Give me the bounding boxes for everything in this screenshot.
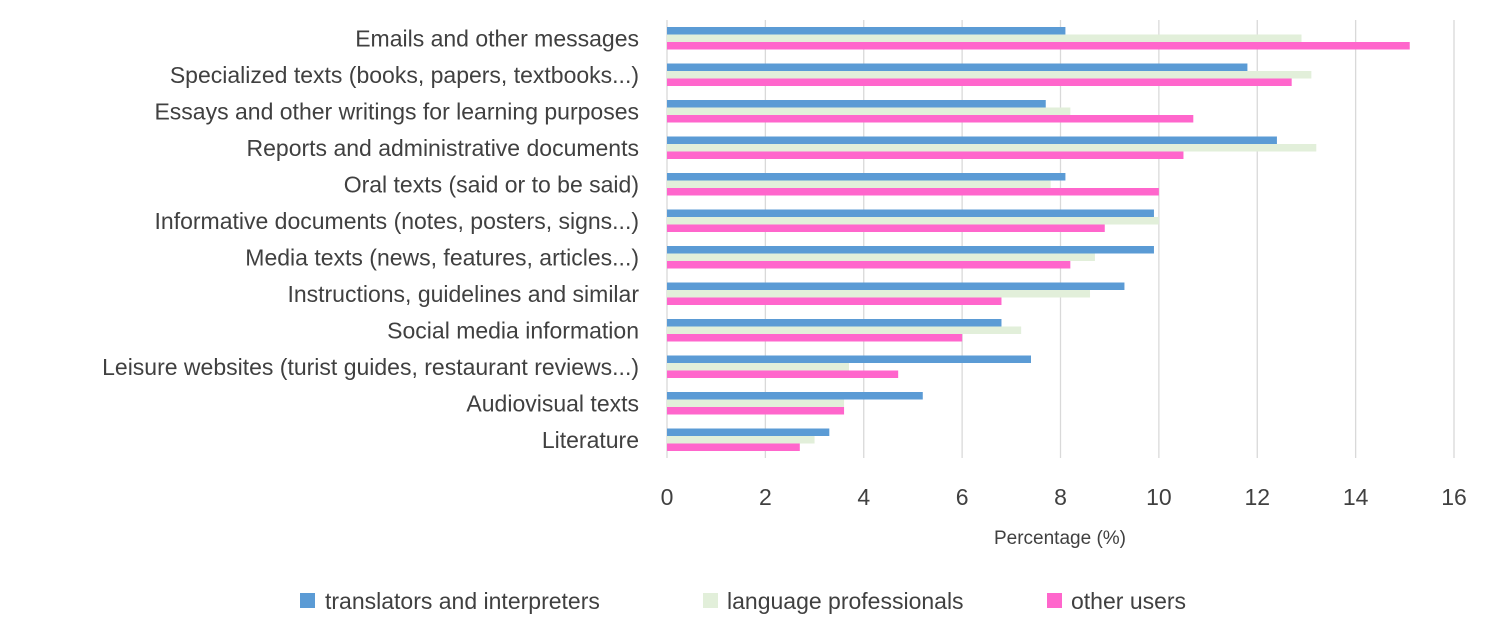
category-label: Literature (542, 427, 639, 453)
category-label: Leisure websites (turist guides, restaur… (102, 354, 639, 380)
bar (667, 71, 1312, 79)
category-label: Instructions, guidelines and similar (287, 281, 639, 307)
x-tick-label: 2 (759, 484, 772, 510)
bars (667, 27, 1410, 451)
bar (667, 136, 1277, 144)
x-tick-label: 14 (1343, 484, 1369, 510)
bar (667, 209, 1154, 217)
legend: translators and interpreters language pro… (300, 588, 1186, 614)
bar (667, 224, 1105, 232)
bar (667, 282, 1125, 290)
category-label: Essays and other writings for learning p… (154, 98, 639, 124)
x-tick-label: 12 (1244, 484, 1270, 510)
bar (667, 151, 1184, 159)
x-tick-label: 6 (956, 484, 969, 510)
legend-swatch (1047, 593, 1062, 608)
legend-label: language professionals (727, 588, 964, 614)
x-axis-title: Percentage (%) (994, 528, 1126, 549)
category-label: Reports and administrative documents (247, 135, 639, 161)
bar (667, 78, 1292, 86)
bar (667, 115, 1194, 123)
bar (667, 100, 1046, 108)
bar (667, 443, 800, 451)
bar (667, 188, 1159, 196)
category-label: Oral texts (said or to be said) (344, 171, 639, 197)
category-labels: Emails and other messages Specialized tex… (102, 25, 639, 453)
bar (667, 297, 1002, 305)
x-tick-label: 8 (1054, 484, 1067, 510)
legend-label: translators and interpreters (325, 588, 600, 614)
bar (667, 319, 1002, 327)
bar (667, 290, 1091, 298)
x-tick-label: 10 (1146, 484, 1172, 510)
bar (667, 180, 1051, 188)
category-label: Media texts (news, features, articles...… (245, 244, 639, 270)
bar (667, 326, 1022, 334)
legend-swatch (300, 593, 315, 608)
bar (667, 42, 1410, 50)
bar (667, 363, 849, 371)
bar (667, 34, 1302, 42)
bar (667, 428, 830, 436)
category-label: Social media information (387, 317, 639, 343)
bar (667, 107, 1071, 115)
bar (667, 173, 1066, 181)
legend-swatch (703, 593, 718, 608)
x-tick-labels: 0 2 4 6 8 10 12 14 16 (661, 484, 1467, 510)
bar (667, 399, 845, 407)
bar (667, 355, 1031, 363)
bar (667, 334, 963, 342)
x-tick-label: 4 (857, 484, 870, 510)
category-label: Specialized texts (books, papers, textbo… (170, 62, 639, 88)
bar (667, 63, 1248, 71)
bar (667, 27, 1066, 35)
x-tick-label: 16 (1441, 484, 1467, 510)
bar (667, 407, 845, 415)
bar (667, 370, 899, 378)
bar (667, 436, 815, 444)
bar (667, 144, 1317, 152)
legend-label: other users (1071, 588, 1186, 614)
category-label: Emails and other messages (355, 25, 639, 51)
gridlines (666, 20, 1455, 458)
x-tick-label: 0 (661, 484, 674, 510)
bar (667, 217, 1159, 225)
bar (667, 246, 1154, 254)
category-label: Audiovisual texts (466, 390, 639, 416)
bar (667, 392, 923, 400)
bar (667, 261, 1071, 269)
bar (667, 253, 1095, 261)
category-label: Informative documents (notes, posters, s… (155, 208, 639, 234)
